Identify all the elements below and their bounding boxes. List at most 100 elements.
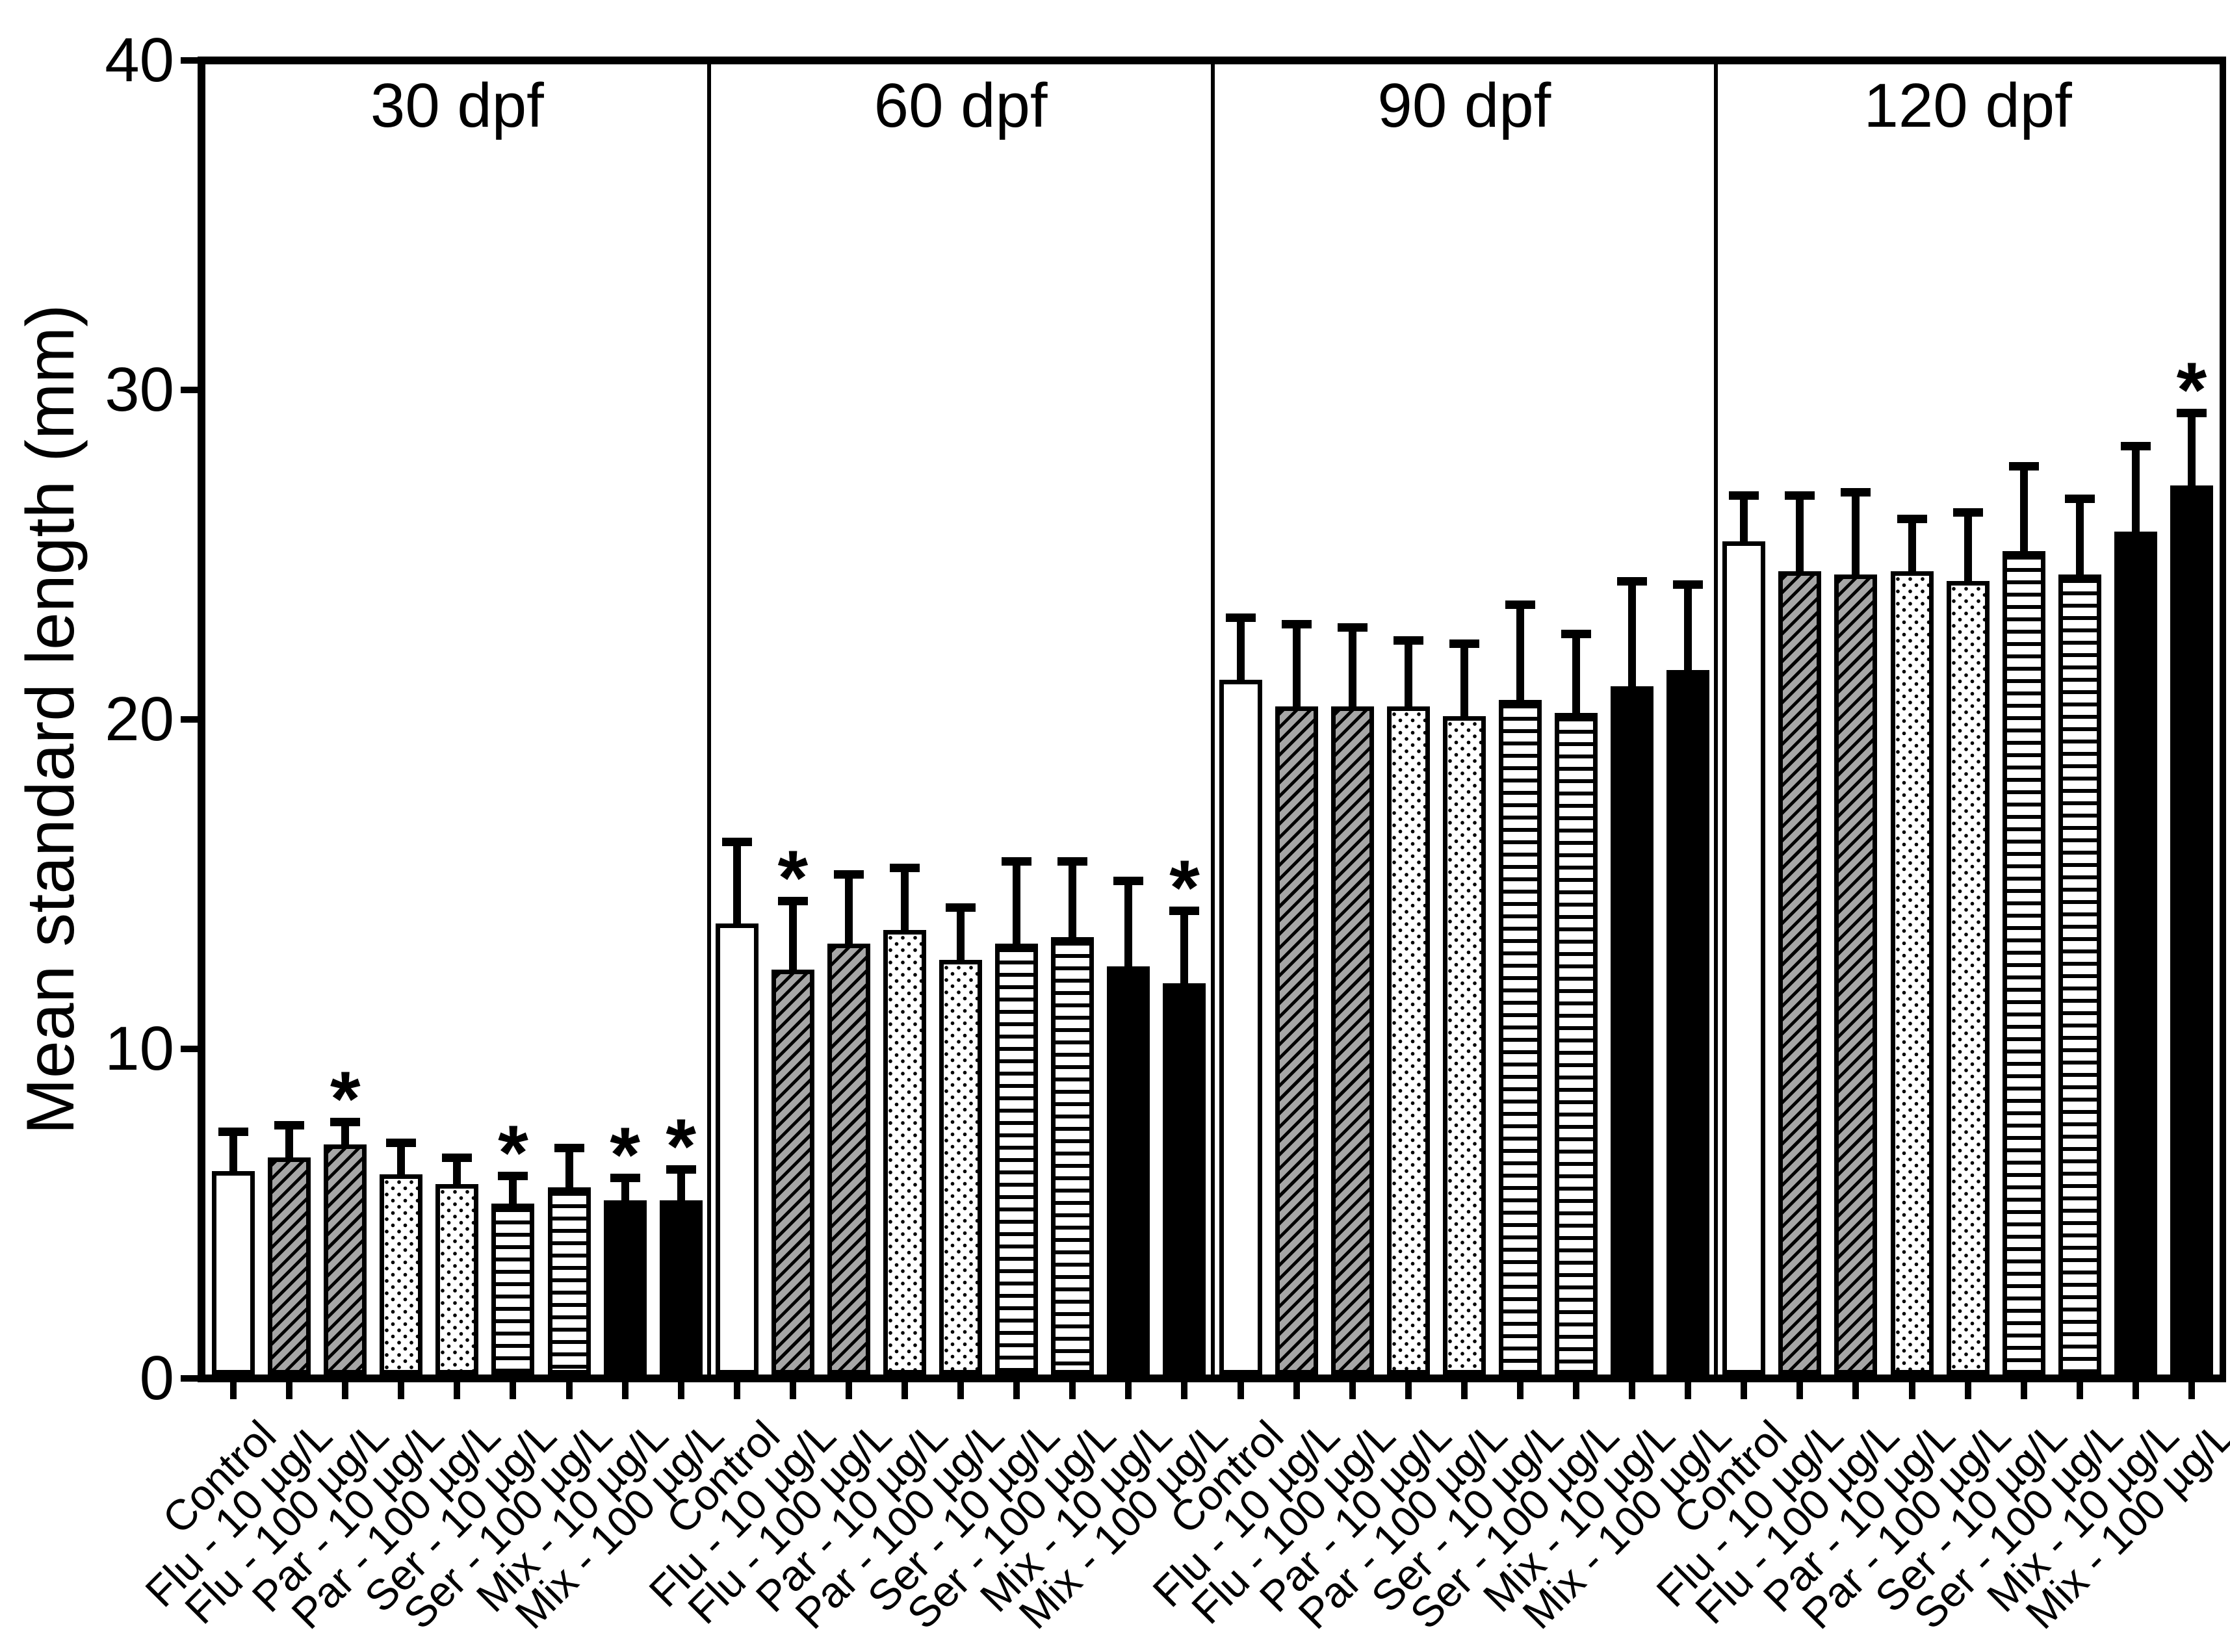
bar-90-dpf-mix-10-g-l (1611, 686, 1654, 1375)
panel-divider-1 (707, 64, 711, 1375)
x-tick-120-dpf-ser-10-g-l (2020, 1382, 2027, 1399)
x-tick-30-dpf-mix-100-g-l (677, 1382, 684, 1399)
x-tick-90-dpf-par-100-g-l (1460, 1382, 1468, 1399)
y-tick-10 (181, 1046, 198, 1052)
error-cap-30-dpf-flu-10-g-l (274, 1120, 305, 1129)
x-tick-90-dpf-control (1237, 1382, 1244, 1399)
error-bar-30-dpf-ser-10-g-l (509, 1176, 517, 1204)
error-cap-90-dpf-flu-10-g-l (1281, 619, 1312, 628)
panel-label-90-dpf: 90 dpf (1377, 71, 1551, 140)
error-cap-120-dpf-ser-100-g-l (2064, 495, 2095, 504)
error-cap-90-dpf-mix-10-g-l (1617, 577, 1648, 586)
error-cap-120-dpf-mix-10-g-l (2120, 442, 2151, 451)
bar-60-dpf-ser-10-g-l (995, 943, 1039, 1375)
error-bar-60-dpf-par-100-g-l (957, 907, 965, 961)
x-tick-60-dpf-control (733, 1382, 740, 1399)
error-bar-30-dpf-ser-100-g-l (565, 1148, 573, 1187)
x-tick-30-dpf-flu-10-g-l (286, 1382, 293, 1399)
x-tick-90-dpf-ser-10-g-l (1516, 1382, 1523, 1399)
significance-marker-30-dpf-mix-10-g-l: * (610, 1111, 640, 1198)
error-cap-90-dpf-control (1225, 613, 1256, 622)
error-bar-90-dpf-ser-100-g-l (1572, 634, 1581, 713)
plot-right-border (2220, 57, 2226, 1382)
error-bar-90-dpf-par-100-g-l (1460, 643, 1468, 716)
bar-30-dpf-ser-100-g-l (547, 1187, 591, 1375)
error-cap-60-dpf-par-10-g-l (890, 864, 920, 873)
bar-30-dpf-mix-100-g-l (659, 1200, 703, 1375)
error-bar-60-dpf-mix-10-g-l (1124, 881, 1133, 967)
bar-30-dpf-mix-10-g-l (603, 1200, 647, 1375)
y-tick-30 (181, 387, 198, 393)
y-tick-40 (181, 57, 198, 64)
x-tick-90-dpf-mix-100-g-l (1685, 1382, 1692, 1399)
bar-120-dpf-ser-10-g-l (2002, 551, 2045, 1375)
bar-90-dpf-ser-10-g-l (1498, 699, 1542, 1375)
error-bar-120-dpf-par-100-g-l (1964, 511, 1972, 582)
x-tick-90-dpf-mix-10-g-l (1629, 1382, 1636, 1399)
significance-marker-60-dpf-flu-10-g-l: * (777, 834, 809, 922)
x-tick-120-dpf-par-100-g-l (1964, 1382, 1971, 1399)
error-bar-90-dpf-ser-10-g-l (1516, 604, 1524, 700)
error-cap-120-dpf-flu-10-g-l (1785, 491, 1815, 500)
error-cap-120-dpf-flu-100-g-l (1841, 488, 1871, 497)
x-tick-90-dpf-par-10-g-l (1405, 1382, 1412, 1399)
error-bar-30-dpf-par-10-g-l (397, 1142, 406, 1174)
bar-120-dpf-flu-100-g-l (1834, 574, 1878, 1375)
x-tick-30-dpf-mix-10-g-l (621, 1382, 629, 1399)
bar-90-dpf-ser-100-g-l (1555, 712, 1598, 1375)
error-bar-60-dpf-flu-10-g-l (788, 900, 797, 970)
error-bar-90-dpf-mix-100-g-l (1684, 584, 1692, 670)
x-tick-60-dpf-flu-100-g-l (845, 1382, 852, 1399)
error-bar-120-dpf-mix-10-g-l (2131, 446, 2140, 532)
bar-60-dpf-ser-100-g-l (1051, 936, 1095, 1375)
bar-90-dpf-flu-100-g-l (1330, 706, 1374, 1375)
panel-divider-2 (1210, 64, 1215, 1375)
error-cap-90-dpf-ser-100-g-l (1561, 630, 1592, 639)
x-tick-60-dpf-ser-10-g-l (1013, 1382, 1020, 1399)
error-bar-120-dpf-ser-10-g-l (2019, 465, 2028, 552)
bar-90-dpf-flu-10-g-l (1275, 706, 1318, 1375)
error-bar-90-dpf-flu-100-g-l (1348, 627, 1356, 706)
bar-90-dpf-control (1219, 680, 1262, 1375)
error-bar-30-dpf-mix-100-g-l (677, 1169, 685, 1201)
y-tick-label-30: 30 (105, 355, 174, 424)
x-tick-60-dpf-par-100-g-l (957, 1382, 965, 1399)
bar-30-dpf-flu-10-g-l (268, 1157, 311, 1375)
bar-120-dpf-control (1722, 541, 1766, 1375)
error-cap-30-dpf-flu-100-g-l (330, 1117, 361, 1126)
error-bar-120-dpf-flu-100-g-l (1852, 492, 1860, 574)
error-cap-90-dpf-flu-100-g-l (1337, 623, 1368, 632)
error-bar-30-dpf-control (229, 1131, 238, 1171)
bar-30-dpf-par-100-g-l (435, 1183, 479, 1375)
x-tick-90-dpf-flu-100-g-l (1349, 1382, 1356, 1399)
error-bar-120-dpf-par-10-g-l (1908, 518, 1916, 571)
error-cap-30-dpf-ser-10-g-l (498, 1172, 528, 1181)
error-bar-90-dpf-par-10-g-l (1404, 640, 1412, 706)
x-tick-30-dpf-par-10-g-l (398, 1382, 405, 1399)
error-bar-30-dpf-mix-10-g-l (621, 1177, 629, 1201)
error-bar-90-dpf-mix-10-g-l (1628, 581, 1637, 687)
bar-90-dpf-mix-100-g-l (1666, 669, 1710, 1375)
error-cap-60-dpf-control (721, 837, 752, 846)
error-bar-30-dpf-par-100-g-l (453, 1157, 461, 1184)
bar-120-dpf-mix-10-g-l (2114, 532, 2157, 1375)
error-bar-30-dpf-flu-100-g-l (341, 1121, 350, 1145)
error-cap-30-dpf-mix-10-g-l (610, 1173, 640, 1182)
error-cap-120-dpf-mix-100-g-l (2176, 409, 2207, 418)
x-tick-30-dpf-flu-100-g-l (342, 1382, 349, 1399)
bar-60-dpf-flu-10-g-l (771, 970, 814, 1375)
x-tick-30-dpf-control (230, 1382, 237, 1399)
error-bar-120-dpf-mix-100-g-l (2187, 413, 2196, 486)
bar-60-dpf-mix-100-g-l (1163, 983, 1206, 1375)
panel-label-30-dpf: 30 dpf (370, 71, 544, 140)
error-cap-120-dpf-ser-10-g-l (2008, 461, 2039, 471)
error-bar-60-dpf-flu-100-g-l (844, 874, 853, 944)
significance-marker-120-dpf-mix-100-g-l: * (2176, 346, 2207, 434)
error-cap-60-dpf-flu-10-g-l (777, 896, 808, 905)
error-cap-120-dpf-control (1729, 491, 1759, 500)
error-cap-30-dpf-ser-100-g-l (554, 1144, 584, 1153)
x-axis-line (198, 1375, 2226, 1382)
y-tick-0 (181, 1375, 198, 1382)
bar-30-dpf-flu-100-g-l (324, 1144, 367, 1375)
